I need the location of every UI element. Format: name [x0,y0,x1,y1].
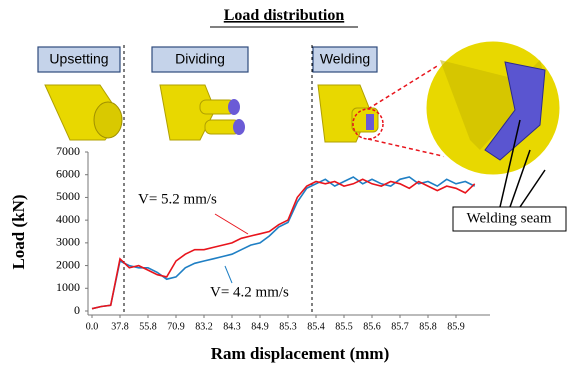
zoom-image [425,40,561,176]
x-tick-label: 70.9 [167,321,185,332]
x-tick-label: 84.9 [251,321,269,332]
y-tick-label: 3000 [56,235,80,249]
x-tick-label: 0.0 [86,321,99,332]
label-pointer [225,266,232,283]
y-tick-label: 1000 [56,280,80,294]
x-tick-label: 85.8 [419,321,437,332]
x-tick-label: 85.7 [391,321,409,332]
series-label: V= 4.2 mm/s [210,284,289,300]
part-image [318,85,383,142]
x-tick-label: 85.6 [363,321,381,332]
callout-label: Welding seam [466,210,551,226]
stage-label: Welding [320,51,370,67]
y-tick-label: 4000 [56,212,80,226]
x-tick-label: 55.8 [139,321,157,332]
y-tick-label: 2000 [56,257,80,271]
stage-label: Dividing [175,51,225,67]
x-tick-label: 85.3 [279,321,297,332]
y-tick-label: 6000 [56,166,80,180]
chart-title: Load distribution [224,7,345,24]
stage-label: Upsetting [49,51,108,67]
chart: Load distribution Upsetting Dividing Wel… [0,0,568,368]
y-axis-label: Load (kN) [9,194,28,269]
y-tick-label: 0 [74,303,80,317]
part-image [160,85,245,140]
x-tick-label: 85.5 [335,321,353,332]
label-pointer [215,214,248,234]
x-tick-label: 37.8 [111,321,129,332]
x-tick-label: 83.2 [195,321,213,332]
y-tick-label: 7000 [56,144,80,158]
x-tick-label: 85.9 [447,321,465,332]
x-tick-label: 85.4 [307,321,325,332]
part-image [45,85,122,140]
x-axis-label: Ram displacement (mm) [211,344,389,363]
y-tick-label: 5000 [56,189,80,203]
series-label: V= 5.2 mm/s [138,191,217,207]
x-tick-label: 84.3 [223,321,241,332]
